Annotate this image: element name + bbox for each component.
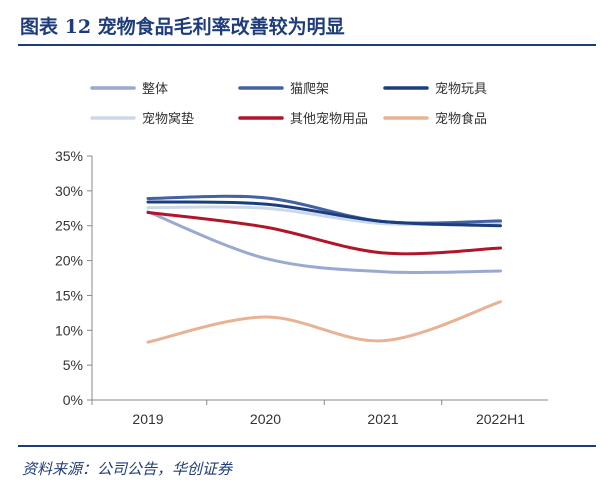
x-tick-label: 2019 — [132, 411, 163, 427]
legend-label: 其他宠物用品 — [290, 111, 368, 127]
series-lines — [146, 194, 502, 344]
series-line-5 — [146, 300, 502, 344]
x-tick-label: 2021 — [367, 411, 398, 427]
footer-divider — [18, 445, 596, 447]
series-line-0 — [146, 210, 502, 275]
y-tick-label: 25% — [55, 218, 83, 234]
y-tick-label: 5% — [63, 357, 83, 373]
y-tick-label: 20% — [55, 253, 83, 269]
x-tick-label: 2020 — [250, 411, 281, 427]
series-line-2 — [146, 200, 502, 228]
legend-label: 猫爬架 — [290, 82, 329, 97]
legend-label: 整体 — [142, 82, 168, 97]
legend-label: 宠物食品 — [435, 111, 487, 127]
y-tick-label: 0% — [63, 392, 83, 408]
legend-label: 宠物窝垫 — [142, 111, 194, 127]
chart-axes: 0% 5% 10% 15% 20% 25% 30% 35% 2019 2020 2021 2022H1 — [55, 148, 548, 427]
x-tick-label: 2022H1 — [476, 411, 525, 427]
series-line-4 — [146, 210, 502, 256]
series-line-1 — [146, 194, 502, 225]
chart-title: 图表 12 宠物食品毛利率改善较为明显 — [20, 16, 345, 38]
y-tick-label: 35% — [55, 148, 83, 164]
y-tick-label: 30% — [55, 183, 83, 199]
y-tick-label: 10% — [55, 322, 83, 338]
source-note: 资料来源：公司公告，华创证券 — [22, 460, 233, 478]
y-tick-label: 15% — [55, 287, 83, 303]
legend-label: 宠物玩具 — [435, 81, 487, 97]
title-divider — [18, 44, 596, 46]
